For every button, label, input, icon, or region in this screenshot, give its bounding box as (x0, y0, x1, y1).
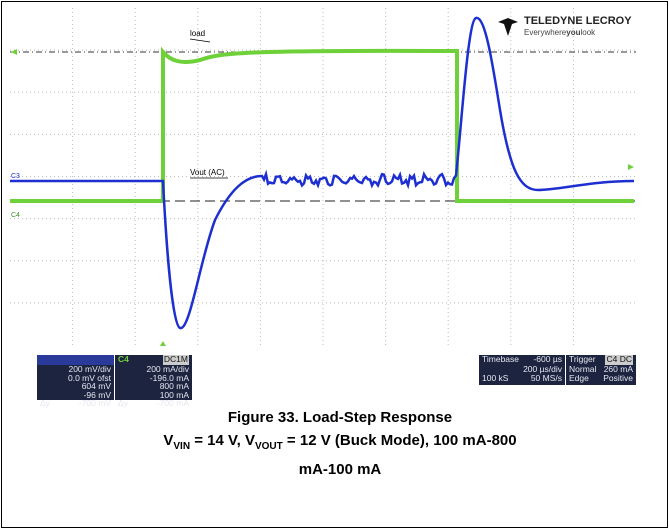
box-cell: 50 MS/s (530, 372, 562, 383)
box-cell: Positive (603, 372, 633, 383)
channel-box: 200 mV/div 0.0 mV ofst 604 mV -96 mV Δy -700 … (37, 355, 114, 407)
load-trace (10, 46, 634, 203)
box-cell: -700 mV (78, 398, 111, 409)
trigger-box: Trigger C4 DC Normal 260 mA Edge Positive (566, 355, 636, 385)
box-cell: Δy (40, 398, 50, 409)
timebase-box: Timebase -600 µs 200 µs/div 100 kS 50 MS/s (479, 355, 565, 385)
logo-icon (498, 18, 518, 36)
trigger-arrow (628, 164, 634, 170)
box-row: 100 mA (115, 391, 192, 400)
caption-title: Figure 33. Load-Step Response (227, 409, 453, 426)
box-row: Δy -700 mA (115, 399, 192, 408)
box-row: 800 mA (115, 382, 192, 391)
box-row: Δy -700 mV (37, 399, 114, 408)
box-tag: DC1M (162, 354, 189, 365)
scope: load Vout (AC) C3 C4 TELEDYNE LECROY Eve… (10, 8, 636, 346)
channel-marker: C3 (11, 173, 20, 180)
box-header: Timebase -600 µs (479, 355, 565, 365)
t: V (163, 432, 174, 449)
box-row: -96 mV (37, 391, 114, 400)
box-row: Edge Positive (566, 372, 636, 383)
box-cell: 100 kS (482, 372, 509, 383)
t: VOUT (254, 441, 283, 452)
box-cell: -700 mA (156, 398, 189, 409)
t: = 12 V (Buck Mode), 100 mA-800 mA-100 mA (282, 432, 517, 478)
trace-label: load (190, 29, 205, 38)
box-value: -600 µs (533, 354, 562, 364)
tag: you (566, 28, 580, 37)
box-header: Trigger C4 DC (566, 355, 636, 365)
box-cell: 800 mA (159, 381, 189, 392)
tag: look (580, 28, 596, 37)
box-row: 0.0 mV ofst (37, 372, 114, 383)
trace-label: Vout (AC) (190, 168, 225, 177)
caption-sub: VVIN = 14 V, VVOUT = 12 V (Buck Mode), 1… (150, 429, 530, 481)
box-title: Trigger (569, 354, 596, 364)
box-cell: -196.0 mA (149, 372, 189, 383)
box-tag: C4 DC (605, 354, 633, 365)
t: VIN (173, 441, 191, 452)
box-cell: 0.0 mV ofst (68, 372, 111, 383)
t: = 14 V, V (190, 432, 255, 449)
box-cell: 604 mV (81, 381, 111, 392)
box-header (37, 355, 114, 365)
box-cell: -96 mV (83, 389, 111, 400)
tag: Everywhere (524, 28, 567, 37)
box-cell: 260 mA (603, 364, 633, 374)
logo-tagline: Everywhereyoulook (524, 28, 596, 37)
offset-arrow (11, 49, 17, 55)
box-row: 200 µs/div (479, 365, 565, 374)
channel-box: C4 DC1M 200 mA/div -196.0 mA 800 mA 100 mA Δy -… (115, 355, 192, 407)
box-row: 604 mV (37, 382, 114, 391)
channel-marker: C4 (11, 212, 20, 219)
box-row: 100 kS 50 MS/s (479, 372, 565, 383)
box-cell: 200 mV/div (68, 364, 111, 374)
box-cell: 200 µs/div (523, 364, 562, 374)
box-cell: Δy (118, 398, 128, 409)
channel-name: C4 (118, 354, 129, 364)
vout-trace (10, 16, 635, 330)
box-row: -196.0 mA (115, 372, 192, 383)
pointer (189, 38, 211, 43)
box-row: Normal 260 mA (566, 365, 636, 374)
trigger-pos (160, 341, 166, 346)
box-row: 200 mV/div (37, 365, 114, 374)
box-row: 200 mA/div (115, 365, 192, 374)
logo-brand: TELEDYNE LECROY (524, 15, 632, 27)
box-cell: 200 mA/div (146, 364, 189, 374)
box-cell: Normal (569, 364, 597, 374)
box-cell: Edge (569, 372, 589, 383)
caption: Figure 33. Load-Step Response VVIN = 14 … (150, 406, 530, 481)
graticule (10, 8, 636, 345)
box-header: C4 DC1M (115, 355, 192, 365)
box-title: Timebase (482, 354, 520, 364)
box-cell: 100 mA (159, 389, 189, 400)
